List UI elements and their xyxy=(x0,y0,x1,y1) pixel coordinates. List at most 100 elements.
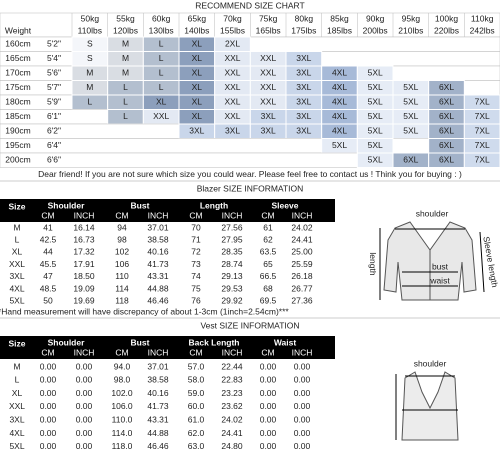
measure-cell: 62.0 xyxy=(188,428,205,438)
size-value: M xyxy=(122,68,129,78)
measure-cell: 0.00 xyxy=(76,375,93,385)
diagram-label: shoulder xyxy=(416,208,449,218)
measure-cell: 40.16 xyxy=(147,247,169,257)
unit-label: INCH xyxy=(74,210,95,220)
size-value: XXL xyxy=(224,53,240,63)
measure-cell: 110.0 xyxy=(112,414,133,424)
measure-cell: 38.58 xyxy=(147,234,169,244)
size-value: 3XL xyxy=(296,53,311,63)
weight-lbs: 130lbs xyxy=(149,25,174,35)
size-value: L xyxy=(123,82,128,92)
size-value: 5XL xyxy=(368,97,383,107)
size-value: M xyxy=(122,39,129,49)
weight-lbs: 165lbs xyxy=(256,25,281,35)
height-ft: 6'4" xyxy=(47,140,61,150)
unit-label: INCH xyxy=(222,347,243,357)
size-value: S xyxy=(87,39,93,49)
size-value: 4XL xyxy=(332,111,347,121)
table-header xyxy=(0,336,335,359)
measure-cell: 110 xyxy=(115,271,129,281)
size-value: 5XL xyxy=(403,111,418,121)
measure-cell: 0.00 xyxy=(260,401,277,411)
measure-cell: 0.00 xyxy=(294,414,311,424)
blazer-diagram xyxy=(379,221,485,301)
measure-cell: 41.73 xyxy=(147,401,169,411)
size-cell: L xyxy=(15,234,20,244)
column-header: Length xyxy=(200,200,228,210)
measure-cell: 17.32 xyxy=(73,247,95,257)
weight-lbs: 220lbs xyxy=(434,25,459,35)
height-cm: 195cm xyxy=(5,140,31,150)
measure-cell: 0.00 xyxy=(40,428,57,438)
size-value: L xyxy=(159,82,164,92)
measure-cell: 24.02 xyxy=(291,222,313,232)
size-value: 5XL xyxy=(368,140,383,150)
unit-label: INCH xyxy=(292,347,313,357)
measure-cell: 0.00 xyxy=(76,401,93,411)
height-cm: 170cm xyxy=(5,68,31,78)
size-value: XXL xyxy=(224,68,240,78)
measure-cell: 94.0 xyxy=(114,361,131,371)
measure-cell: 29.92 xyxy=(221,295,243,305)
unit-label: CM xyxy=(41,347,54,357)
measure-cell: 68 xyxy=(263,283,273,293)
weight-lbs: 120lbs xyxy=(113,25,138,35)
weight-kg: 50kg xyxy=(81,13,100,23)
size-cell: L xyxy=(15,375,20,385)
measure-cell: 26.77 xyxy=(291,283,313,293)
size-value: XL xyxy=(192,53,203,63)
measure-cell: 71 xyxy=(191,234,201,244)
table-header xyxy=(0,199,335,222)
size-value: XL xyxy=(192,82,203,92)
measure-cell: 29.53 xyxy=(221,283,243,293)
size-row xyxy=(0,138,500,154)
column-header: Bust xyxy=(131,337,150,347)
size-value: 5XL xyxy=(403,126,418,136)
measure-cell: 94 xyxy=(117,222,127,232)
diagram-label: shoulder xyxy=(414,358,447,368)
weight-lbs: 185lbs xyxy=(327,25,352,35)
measure-cell: 24.41 xyxy=(221,428,243,438)
measure-cell: 0.00 xyxy=(294,401,311,411)
measure-cell: 27.36 xyxy=(291,295,313,305)
measure-cell: 0.00 xyxy=(76,428,93,438)
column-header: Bust xyxy=(131,200,150,210)
size-value: 7XL xyxy=(475,155,490,165)
weight-lbs: 200lbs xyxy=(363,25,388,35)
measure-cell: 74 xyxy=(191,271,201,281)
measure-cell: 61 xyxy=(263,222,273,232)
section-title: Blazer SIZE INFORMATION xyxy=(197,183,304,193)
size-value: 3XL xyxy=(261,111,276,121)
height-ft: 5'2" xyxy=(47,39,61,49)
measure-cell: 37.01 xyxy=(147,222,169,232)
measure-cell: 118 xyxy=(115,295,129,305)
measure-cell: 25.59 xyxy=(291,259,313,269)
measure-cell: 72 xyxy=(191,247,201,257)
measure-cell: 102.0 xyxy=(111,388,133,398)
size-value: 3XL xyxy=(189,126,204,136)
size-value: M xyxy=(86,68,93,78)
measure-cell: 46.46 xyxy=(147,441,169,451)
measure-cell: 0.00 xyxy=(76,361,93,371)
measure-cell: 16.14 xyxy=(73,222,95,232)
diagram-label: Sleeve length xyxy=(481,236,500,289)
size-cell: M xyxy=(13,361,20,371)
measure-cell: 0.00 xyxy=(260,428,277,438)
size-cell xyxy=(463,152,500,168)
measure-cell: 0.00 xyxy=(294,375,311,385)
measure-cell: 106.0 xyxy=(111,401,133,411)
size-cell: 3XL xyxy=(9,414,24,424)
measure-cell: 98.0 xyxy=(114,375,131,385)
size-value: 6XL xyxy=(439,126,454,136)
unit-label: CM xyxy=(189,210,202,220)
size-value: 5XL xyxy=(332,140,347,150)
measure-cell: 65 xyxy=(263,259,273,269)
size-cell: XXL xyxy=(9,401,25,411)
measure-cell: 44.88 xyxy=(147,428,169,438)
size-value: XL xyxy=(192,111,203,121)
size-cell: 4XL xyxy=(9,283,24,293)
weight-kg: 80kg xyxy=(295,13,314,23)
size-value: 6XL xyxy=(439,82,454,92)
measure-cell: 24.41 xyxy=(291,234,313,244)
measure-cell: 106 xyxy=(115,259,129,269)
